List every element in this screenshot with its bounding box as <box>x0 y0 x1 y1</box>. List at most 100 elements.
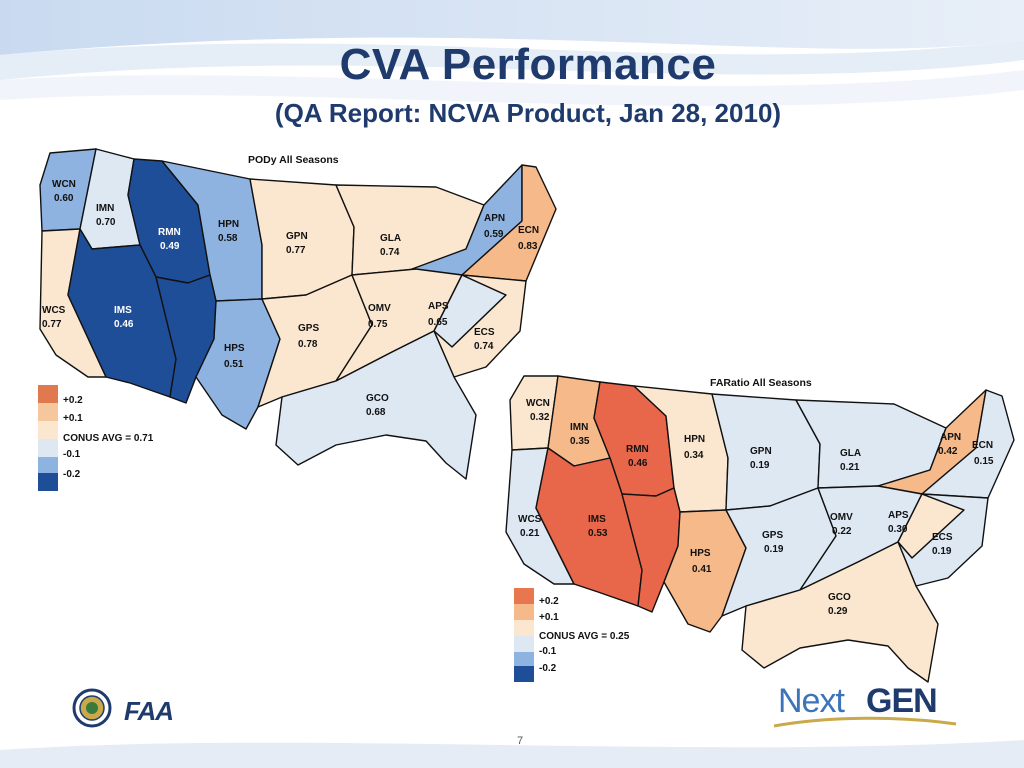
value-gps: 0.19 <box>764 544 784 555</box>
nextgen-logo: Next GEN <box>770 680 960 736</box>
legend-label-minus-0-2: -0.2 <box>63 469 81 480</box>
label-wcs: WCS <box>42 305 66 316</box>
label-hps: HPS <box>224 343 245 354</box>
value-imn: 0.35 <box>570 436 590 447</box>
legend-label-plus-0-1: +0.1 <box>63 413 83 424</box>
region-gco <box>741 541 939 683</box>
label-gpn: GPN <box>286 231 308 242</box>
value-omv: 0.75 <box>368 319 388 330</box>
value-ims: 0.53 <box>588 528 608 539</box>
label-omv: OMV <box>368 303 391 314</box>
legend-label-conus-avg: CONUS AVG = 0.25 <box>539 631 630 642</box>
value-rmn: 0.49 <box>160 241 180 252</box>
footer-strip <box>0 740 1024 768</box>
label-ecs: ECS <box>474 327 495 338</box>
label-rmn: RMN <box>158 227 181 238</box>
value-gpn: 0.77 <box>286 245 306 256</box>
value-ecn: 0.15 <box>974 456 994 467</box>
legend-label-minus-0-1: -0.1 <box>63 449 81 460</box>
label-ecs: ECS <box>932 532 953 543</box>
label-wcs: WCS <box>518 514 542 525</box>
value-wcs: 0.21 <box>520 528 540 539</box>
legend-label-plus-0-1: +0.1 <box>539 612 559 623</box>
value-ims: 0.46 <box>114 319 134 330</box>
label-omv: OMV <box>830 512 853 523</box>
nextgen-swoosh-icon <box>773 716 957 728</box>
nextgen-gen-text: GEN <box>866 682 938 720</box>
label-hpn: HPN <box>684 434 705 445</box>
value-hpn: 0.34 <box>684 450 704 461</box>
legend-swatch-minus-0-1 <box>38 457 58 473</box>
value-gco: 0.68 <box>366 407 386 418</box>
label-ecn: ECN <box>972 440 993 451</box>
label-apn: APN <box>484 213 505 224</box>
value-gla: 0.74 <box>380 247 400 258</box>
legend-swatch-neutral-warm <box>38 421 58 439</box>
label-gpn: GPN <box>750 446 772 457</box>
label-ims: IMS <box>588 514 606 525</box>
pody-map-title: PODy All Seasons <box>248 154 339 166</box>
value-omv: 0.22 <box>832 526 852 537</box>
label-gla: GLA <box>840 448 861 459</box>
label-wcn: WCN <box>526 398 550 409</box>
pody-map-svg: PODy All Seasons <box>39 148 557 480</box>
legend-swatch-minus-0-2 <box>38 473 58 491</box>
value-hpn: 0.58 <box>218 233 238 244</box>
label-ims: IMS <box>114 305 132 316</box>
legend-swatch-plus-0-1 <box>514 604 534 620</box>
faratio-map-svg: FARatio All Seasons WCN 0.32 IMN 0.35 <box>505 375 1015 683</box>
legend-label-minus-0-1: -0.1 <box>539 646 557 657</box>
legend-swatch-neutral-cool <box>38 439 58 457</box>
label-rmn: RMN <box>626 444 649 455</box>
value-wcs: 0.77 <box>42 319 62 330</box>
legend-label-conus-avg: CONUS AVG = 0.71 <box>63 433 154 444</box>
page-number: 7 <box>516 735 524 747</box>
value-imn: 0.70 <box>96 217 116 228</box>
label-gps: GPS <box>298 323 319 334</box>
label-imn: IMN <box>570 422 588 433</box>
legend-swatch-minus-0-1 <box>514 652 534 666</box>
legend-swatch-neutral-warm <box>514 620 534 636</box>
value-aps: 0.65 <box>428 317 448 328</box>
label-gco: GCO <box>366 393 389 404</box>
legend-swatch-minus-0-2 <box>514 666 534 682</box>
legend-label-plus-0-2: +0.2 <box>539 596 559 607</box>
value-rmn: 0.46 <box>628 458 648 469</box>
value-wcn: 0.32 <box>530 412 550 423</box>
legend-swatch-plus-0-2 <box>514 588 534 604</box>
legend-label-minus-0-2: -0.2 <box>539 663 557 674</box>
pody-map: PODy All Seasons <box>36 145 566 485</box>
legend-label-plus-0-2: +0.2 <box>63 395 83 406</box>
header-banner <box>0 0 1024 140</box>
value-gla: 0.21 <box>840 462 860 473</box>
faa-logo: FAA <box>72 688 192 728</box>
faratio-map-title: FARatio All Seasons <box>710 377 812 389</box>
value-ecs: 0.19 <box>932 546 952 557</box>
legend-swatch-plus-0-2 <box>38 385 58 403</box>
label-gla: GLA <box>380 233 401 244</box>
value-gco: 0.29 <box>828 606 848 617</box>
label-wcn: WCN <box>52 179 76 190</box>
slide-title: CVA Performance <box>339 40 717 89</box>
faa-wordmark: FAA <box>124 696 174 726</box>
legend-swatch-neutral-cool <box>514 636 534 652</box>
value-apn: 0.42 <box>938 446 958 457</box>
value-ecs: 0.74 <box>474 341 494 352</box>
value-ecn: 0.83 <box>518 241 538 252</box>
label-aps: APS <box>888 510 909 521</box>
value-gps: 0.78 <box>298 339 318 350</box>
value-apn: 0.59 <box>484 229 504 240</box>
slide-subtitle: (QA Report: NCVA Product, Jan 28, 2010) <box>274 98 782 128</box>
faa-seal-icon <box>72 688 112 728</box>
label-apn: APN <box>940 432 961 443</box>
label-gco: GCO <box>828 592 851 603</box>
value-hps: 0.41 <box>692 564 712 575</box>
region-gco <box>275 330 477 480</box>
value-gpn: 0.19 <box>750 460 770 471</box>
value-wcn: 0.60 <box>54 193 74 204</box>
label-aps: APS <box>428 301 449 312</box>
label-imn: IMN <box>96 203 114 214</box>
label-ecn: ECN <box>518 225 539 236</box>
label-gps: GPS <box>762 530 783 541</box>
legend-swatch-plus-0-1 <box>38 403 58 421</box>
